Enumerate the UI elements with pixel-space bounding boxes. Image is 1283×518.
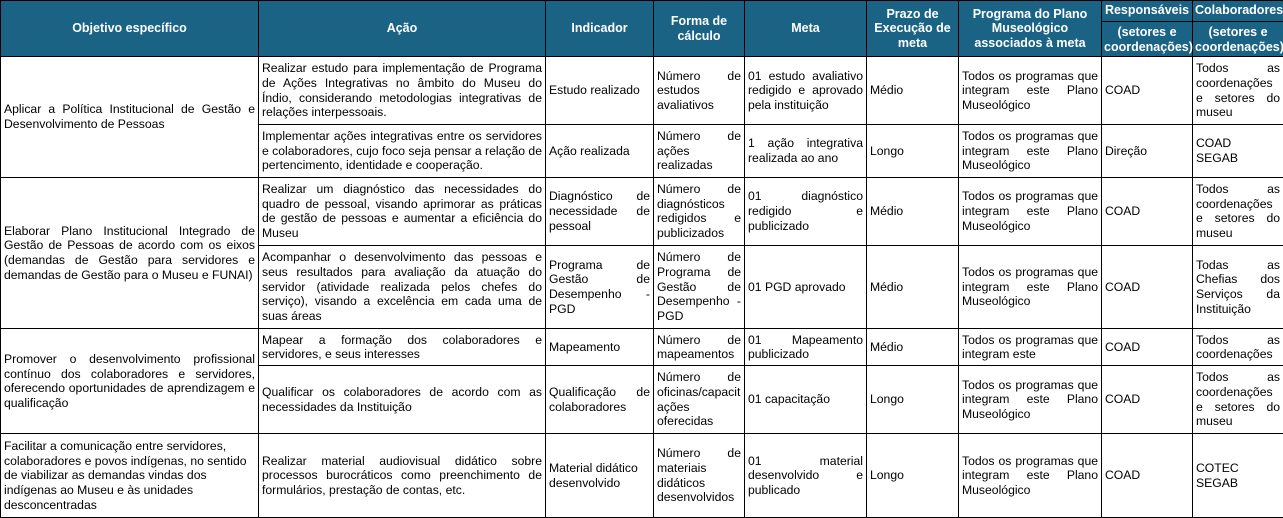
table-row: Aplicar a Política Institucional de Gest… — [0, 56, 1283, 178]
column-header-responsaveis-title: Responsáveis — [1102, 1, 1192, 22]
cell-colaboradores: Todas as Chefias dos Serviços da Institu… — [1192, 244, 1283, 330]
cell-meta: 01 estudo avaliativo redigido e aprovado… — [744, 56, 867, 126]
cell-programa-plano-museologico: Todos os programas que integram este Pla… — [958, 176, 1102, 246]
cell-programa-plano-museologico: Todos os programas que integram este Pla… — [958, 56, 1102, 126]
cell-acao: Acompanhar o desenvolvimento das pessoas… — [258, 244, 546, 330]
cell-prazo-execucao: Longo — [866, 433, 959, 518]
column-header-objetivo-especifico: Objetivo específico — [0, 0, 259, 58]
cell-forma-de-calculo: Número de estudos avaliativos — [653, 56, 745, 126]
cell-responsaveis: COAD — [1101, 433, 1193, 518]
cell-programa-plano-museologico: Todos os programas que integram este Pla… — [958, 433, 1102, 518]
column-header-colaboradores-title: Colaboradores — [1193, 1, 1283, 22]
cell-acao: Qualificar os colaboradores de acordo co… — [258, 365, 546, 435]
cell-meta: 01 PGD aprovado — [744, 244, 867, 330]
column-header-forma-de-calculo: Forma de cálculo — [653, 0, 745, 58]
cell-acao: Realizar material audiovisual didático s… — [258, 433, 546, 518]
table-row: Implementar ações integrativas entre os … — [1, 124, 1283, 178]
cell-responsaveis: COAD — [1101, 244, 1193, 330]
cell-prazo-execucao: Médio — [866, 244, 959, 330]
cell-meta: 01 capacitação — [744, 365, 867, 435]
cell-forma-de-calculo: Número de mapeamentos — [653, 328, 745, 367]
cell-programa-plano-museologico: Todos os programas que integram este Pla… — [958, 365, 1102, 435]
cell-meta: 1 ação integrativa realizada ao ano — [744, 124, 867, 178]
table-row: Facilitar a comunicação entre servidores… — [0, 433, 1283, 518]
cell-responsaveis: COAD — [1101, 176, 1193, 246]
table-row: Qualificar os colaboradores de acordo co… — [1, 365, 1283, 435]
column-header-responsaveis: Responsáveis (setores e coordenações) — [1101, 0, 1193, 58]
cell-objetivo-especifico: Facilitar a comunicação entre servidores… — [0, 433, 259, 518]
cell-indicador: Qualificação de colaboradores — [545, 365, 654, 435]
cell-programa-plano-museologico: Todos os programas que integram este Pla… — [958, 244, 1102, 330]
cell-colaboradores: Todos as coordenações — [1192, 328, 1283, 367]
cell-responsaveis: COAD — [1101, 328, 1193, 367]
cell-acao: Realizar estudo para implementação de Pr… — [258, 56, 546, 126]
cell-forma-de-calculo: Número de materiais didáticos desenvolvi… — [653, 433, 745, 518]
cell-programa-plano-museologico: Todos os programas que integram este — [958, 328, 1102, 367]
table-row: Acompanhar o desenvolvimento das pessoas… — [1, 244, 1283, 330]
table-header: Objetivo específico Ação Indicador Forma… — [0, 0, 1283, 58]
table-row: Promover o desenvolvimento profissional … — [0, 328, 1283, 435]
cell-responsaveis: Direção — [1101, 124, 1193, 178]
cell-colaboradores: COAD SEGAB — [1192, 124, 1283, 178]
cell-acao: Realizar um diagnóstico das necessidades… — [258, 176, 546, 246]
cell-meta: 01 Mapeamento publicizado — [744, 328, 867, 367]
cell-meta: 01 material desenvolvido e publicado — [744, 433, 867, 518]
column-header-colaboradores-subtitle: (setores e coordenações) — [1195, 24, 1283, 54]
cell-objetivo-especifico: Promover o desenvolvimento profissional … — [0, 328, 259, 435]
table-row: Elaborar Plano Institucional Integrado d… — [0, 176, 1283, 330]
table-body: Aplicar a Política Institucional de Gest… — [0, 56, 1283, 518]
cell-acao: Mapear a formação dos colaboradores e se… — [258, 328, 546, 367]
cell-prazo-execucao: Longo — [866, 124, 959, 178]
cell-indicador: Estudo realizado — [545, 56, 654, 126]
column-header-meta: Meta — [744, 0, 867, 58]
cell-indicador: Programa de Gestão de Desempenho - PGD — [545, 244, 654, 330]
cell-acao: Implementar ações integrativas entre os … — [258, 124, 546, 178]
cell-responsaveis: COAD — [1101, 56, 1193, 126]
column-header-acao: Ação — [258, 0, 546, 58]
cell-colaboradores: Todos as coordenações e setores do museu — [1192, 365, 1283, 435]
cell-prazo-execucao: Médio — [866, 176, 959, 246]
cell-indicador: Material didático desenvolvido — [545, 433, 654, 518]
column-header-colaboradores: Colaboradores (setores e coordenações) — [1192, 0, 1283, 58]
column-header-indicador: Indicador — [545, 0, 654, 58]
cell-colaboradores: COTEC SEGAB — [1192, 433, 1283, 518]
cell-prazo-execucao: Médio — [866, 56, 959, 126]
cell-colaboradores: Todos as coordenações e setores do museu — [1192, 176, 1283, 246]
cell-meta: 01 diagnóstico redigido e publicizado — [744, 176, 867, 246]
header-row: Objetivo específico Ação Indicador Forma… — [0, 0, 1283, 58]
cell-indicador: Diagnóstico de necessidade de pessoal — [545, 176, 654, 246]
column-header-responsaveis-subtitle: (setores e coordenações) — [1104, 24, 1193, 54]
cell-forma-de-calculo: Número de Programa de Gestão de Desempen… — [653, 244, 745, 330]
cell-forma-de-calculo: Número de diagnósticos redigidos e publi… — [653, 176, 745, 246]
cell-programa-plano-museologico: Todos os programas que integram este Pla… — [958, 124, 1102, 178]
cell-responsaveis: COAD — [1101, 365, 1193, 435]
cell-forma-de-calculo: Número de ações realizadas — [653, 124, 745, 178]
cell-forma-de-calculo: Número de oficinas/capacitações oferecid… — [653, 365, 745, 435]
cell-objetivo-especifico: Elaborar Plano Institucional Integrado d… — [0, 176, 259, 330]
column-header-programa-plano-museologico: Programa do Plano Museológico associados… — [958, 0, 1102, 58]
cell-indicador: Ação realizada — [545, 124, 654, 178]
cell-indicador: Mapeamento — [545, 328, 654, 367]
cell-colaboradores: Todos as coordenações e setores do museu — [1192, 56, 1283, 126]
column-header-prazo-execucao: Prazo de Execução de meta — [866, 0, 959, 58]
cell-prazo-execucao: Longo — [866, 365, 959, 435]
cell-prazo-execucao: Médio — [866, 328, 959, 367]
cell-objetivo-especifico: Aplicar a Política Institucional de Gest… — [0, 56, 259, 178]
